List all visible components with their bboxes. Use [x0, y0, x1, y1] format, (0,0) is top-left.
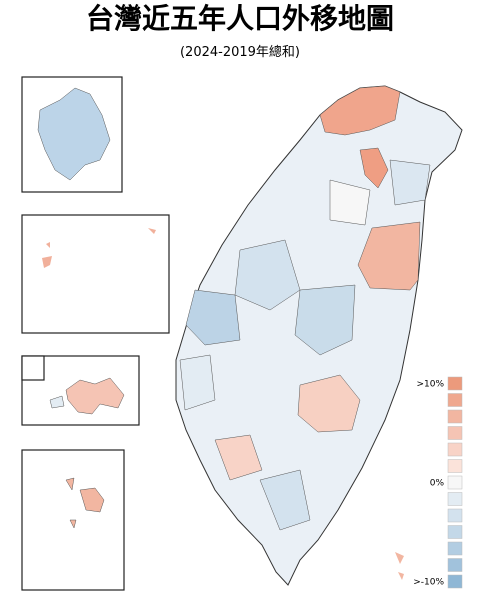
insets — [21, 76, 170, 591]
region — [319, 85, 401, 136]
legend-swatch — [447, 508, 463, 523]
region — [294, 284, 356, 356]
legend-swatch — [447, 475, 463, 490]
legend-swatch — [447, 574, 463, 589]
region — [259, 469, 311, 531]
legend-swatch — [447, 558, 463, 572]
subtitle: (2024-2019年總和) — [180, 44, 300, 60]
taipei-area — [37, 87, 111, 181]
region — [214, 434, 263, 481]
legend-swatch — [447, 409, 463, 424]
legend-swatch — [447, 525, 463, 539]
legend-swatch — [447, 426, 463, 440]
legend-label: 0% — [430, 479, 445, 489]
region — [179, 354, 216, 411]
inset-matsu — [21, 214, 170, 334]
region — [185, 289, 241, 346]
legend-swatch — [447, 459, 463, 473]
legend-label: >-10% — [413, 578, 444, 588]
penghu — [65, 477, 105, 529]
legend-swatch — [447, 541, 463, 556]
legend-label: >10% — [416, 380, 444, 390]
legend: >10% 0% >-10% — [413, 376, 463, 589]
region — [329, 179, 371, 226]
region — [234, 239, 301, 311]
inset-kinmen-small — [21, 355, 45, 381]
legend-swatch — [447, 492, 463, 506]
region — [297, 374, 361, 433]
region — [359, 147, 389, 189]
legend-swatch — [447, 393, 463, 407]
title: 台灣近五年人口外移地圖 — [86, 2, 394, 35]
lieyu — [49, 395, 65, 409]
region — [357, 221, 421, 291]
legend-swatch — [447, 376, 463, 391]
region — [389, 159, 431, 206]
kinmen — [65, 377, 125, 415]
islet — [395, 552, 404, 580]
legend-swatch — [447, 442, 463, 457]
taiwan-map — [175, 85, 463, 586]
